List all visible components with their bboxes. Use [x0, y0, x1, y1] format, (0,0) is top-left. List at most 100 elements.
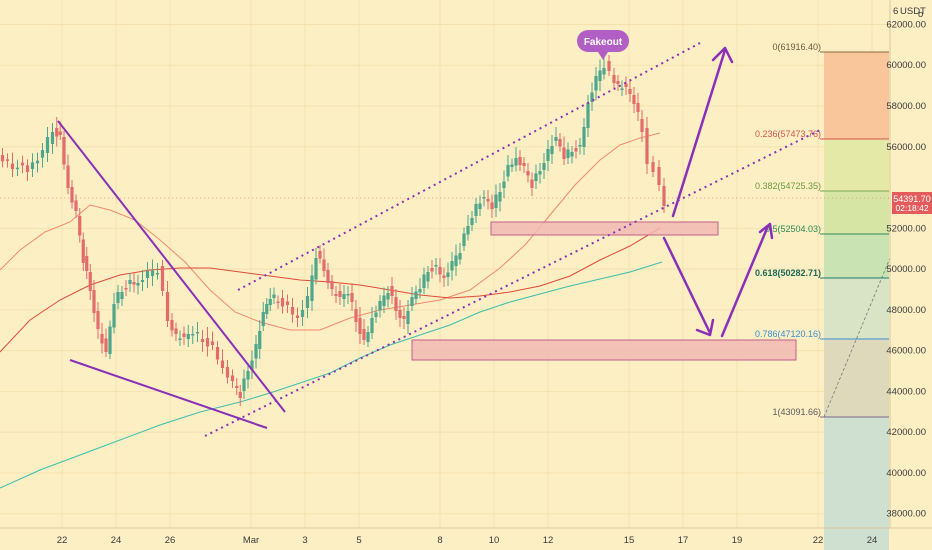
candle-down — [170, 320, 174, 331]
last-price-value: 54391.70 — [893, 194, 931, 204]
arrow-rebound-head — [758, 222, 774, 240]
y-tick-label: 44000.00 — [886, 386, 926, 397]
moving-averages — [0, 132, 663, 489]
candle-down — [276, 301, 280, 303]
candle-up — [594, 76, 598, 91]
candle-down — [330, 281, 334, 289]
x-tick-label: 10 — [489, 535, 500, 546]
candle-down — [124, 288, 128, 290]
candle-down — [285, 301, 290, 305]
candle-down — [235, 386, 239, 388]
candle-down — [160, 266, 165, 291]
candle-up — [446, 272, 450, 277]
candle-down — [290, 307, 295, 315]
y-tick-label: 42000.00 — [886, 427, 926, 438]
candle-down — [358, 318, 362, 334]
candle-up — [566, 149, 570, 158]
candle-up — [195, 332, 200, 334]
trendlines[interactable] — [57, 42, 821, 437]
candle-up — [40, 150, 45, 158]
candle-up — [155, 273, 160, 275]
candle-down — [74, 200, 78, 211]
candle-up — [586, 103, 590, 128]
candle-up — [550, 146, 554, 154]
candle-down — [530, 179, 534, 188]
candle-down — [490, 202, 494, 209]
fib-label-0382: 0.382(54725.35) — [755, 181, 821, 191]
candle-down — [558, 139, 562, 147]
fib-band-0236-0382 — [824, 139, 889, 191]
scale-mode-label[interactable]: o — [918, 9, 923, 20]
candle-down — [402, 316, 406, 319]
wedge-lower-trendline[interactable] — [69, 359, 268, 429]
y-tick-label: 60000.00 — [886, 60, 926, 71]
candle-up — [342, 294, 346, 299]
wedge-upper-trendline[interactable] — [57, 120, 286, 413]
candle-up — [546, 149, 550, 161]
candle-down — [230, 375, 235, 381]
candle-up — [242, 378, 246, 391]
candle-up — [590, 92, 594, 102]
candle-down — [350, 293, 354, 302]
arrow-down-head — [695, 318, 715, 337]
candle-up — [145, 271, 150, 278]
candle-up — [178, 338, 182, 340]
candle-up — [136, 283, 140, 286]
support-zone-lower[interactable] — [411, 339, 797, 361]
candle-up — [620, 88, 624, 90]
channel-lower-dotted-line[interactable] — [204, 129, 821, 437]
candle-down — [562, 147, 566, 159]
candle-up — [478, 203, 482, 209]
y-tick-label: 40000.00 — [886, 468, 926, 479]
candle-down — [486, 199, 490, 202]
candle-up — [426, 272, 430, 282]
candle-down — [295, 315, 300, 318]
ema-long-line — [0, 261, 663, 489]
candle-down — [25, 165, 30, 172]
candle-up — [374, 312, 378, 317]
candle-down — [182, 333, 186, 337]
candles — [0, 55, 666, 406]
x-tick-label: 24 — [867, 535, 878, 546]
x-tick-label: Mar — [243, 535, 259, 546]
fib-label-0786: 0.786(47120.16) — [755, 329, 821, 339]
candle-up — [418, 289, 422, 293]
fib-bands — [823, 52, 891, 550]
candle-down — [10, 163, 15, 169]
candle-up — [112, 304, 116, 328]
candle-up — [466, 226, 470, 235]
fib-band-0382-05 — [824, 191, 889, 234]
fib-trend-dashed-line — [823, 257, 891, 418]
candle-down — [362, 329, 366, 340]
fakeout-label: Fakeout — [584, 37, 623, 48]
candle-up — [410, 297, 414, 306]
candle-up — [35, 160, 40, 164]
candle-up — [246, 371, 250, 380]
candle-down — [645, 128, 649, 164]
candle-down — [96, 311, 100, 329]
candle-up — [462, 233, 466, 246]
arrow-up-head — [711, 46, 734, 64]
candle-up — [434, 265, 438, 267]
candle-down — [88, 272, 92, 291]
currency-label[interactable]: USDT — [900, 6, 926, 17]
candle-down — [338, 291, 342, 297]
candle-down — [78, 216, 82, 236]
candle-down — [326, 270, 330, 283]
x-tick-label: 3 — [302, 535, 307, 546]
candle-up — [538, 171, 542, 175]
fib-levels: 0(61916.40) 0.236(57473.76) 0.382(54725.… — [755, 42, 889, 418]
candle-down — [318, 251, 322, 259]
candle-up — [498, 192, 502, 202]
candle-down — [58, 131, 62, 135]
candle-up — [258, 331, 262, 349]
candle-up — [474, 204, 478, 216]
axis-top-value: 6 — [893, 6, 898, 17]
support-zone-upper[interactable] — [490, 221, 719, 236]
fakeout-callout[interactable]: Fakeout — [577, 30, 629, 60]
candle-up — [370, 318, 374, 333]
fib-band-0618-0786 — [824, 278, 889, 339]
candle-down — [522, 163, 526, 166]
